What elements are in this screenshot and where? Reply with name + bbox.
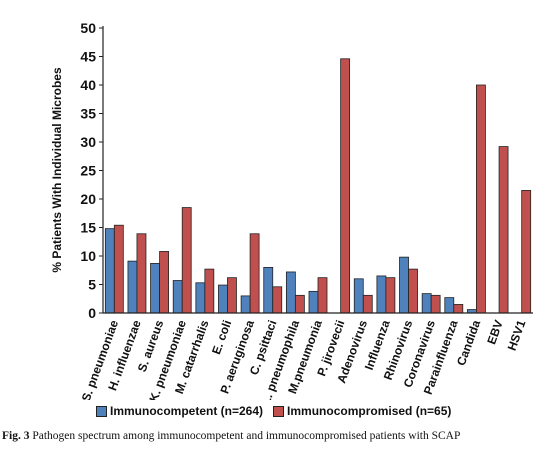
bar-immunocompetent [218,284,228,314]
x-category-label: EBV [484,318,506,346]
bar-immunocompetent [444,297,455,314]
bar-immunocompromised [227,277,237,314]
legend-item-immunocompromised: Immunocompromised (n=65) [273,404,451,418]
y-tick-label: 15 [80,220,96,236]
legend-item-immunocompetent: Immunocompetent (n=264) [96,404,263,418]
y-tick-label: 30 [80,134,96,150]
bar-immunocompetent [263,266,274,314]
bar-immunocompromised [408,268,418,314]
bar-immunocompromised [430,294,441,314]
legend-swatch-immunocompetent [96,405,107,417]
bar-immunocompetent [353,278,364,314]
bar-immunocompromised [136,233,147,314]
bar-immunocompromised [476,84,486,314]
y-tick-label: 35 [80,106,96,122]
bar-immunocompetent [285,271,296,314]
bar-immunocompetent [376,275,387,314]
bar-immunocompetent [399,256,409,314]
bar-immunocompromised [340,58,351,314]
y-tick-label: 20 [80,191,96,207]
x-category-label: E. coli [209,318,234,356]
bar-immunocompromised [113,224,124,314]
bar-immunocompetent [127,260,138,314]
legend-swatch-immunocompromised [273,405,285,417]
bar-immunocompetent [104,228,115,314]
bar-immunocompromised [498,146,509,314]
y-axis-label: % Patients With Individual Microbes [50,67,64,273]
figure-caption-text: Pathogen spectrum among immunocompetent … [32,430,461,442]
y-tick-label: 10 [80,248,96,264]
bars [104,58,532,314]
bar-immunocompromised [317,277,328,314]
y-axis-ticks: 0 5 10 15 20 25 30 35 40 45 50 [80,20,103,321]
bar-immunocompromised [249,233,260,314]
legend: Immunocompetent (n=264) Immunocompromise… [96,404,461,418]
y-tick-label: 40 [80,77,96,93]
bar-immunocompetent [150,263,160,314]
bar-immunocompetent [195,282,206,314]
bar-immunocompromised [204,268,215,314]
bar-immunocompetent [240,295,251,314]
x-category-label: HSV1 [505,318,529,353]
axes [102,26,533,314]
bar-immunocompromised [272,286,283,314]
figure-label: Fig. 3 [2,430,30,442]
bar-immunocompetent [308,290,319,314]
bar-immunocompromised [181,207,192,314]
bar-immunocompetent [421,293,432,314]
figure-caption: Fig. 3 Pathogen spectrum among immunocom… [2,430,542,442]
y-tick-label: 0 [88,305,96,321]
bar-immunocompromised [521,190,532,314]
legend-label-immunocompromised: Immunocompromised (n=65) [287,404,452,418]
y-tick-label: 45 [80,49,96,65]
y-tick-label: 5 [88,277,96,293]
bar-immunocompromised [294,294,305,314]
bar-immunocompromised [385,277,396,314]
bar-immunocompetent [172,280,183,314]
bar-immunocompromised [159,251,169,314]
y-tick-label: 25 [80,163,96,179]
y-tick-label: 50 [80,20,96,36]
legend-label-immunocompetent: Immunocompetent (n=264) [110,404,264,418]
bar-immunocompromised [362,294,373,314]
bar-immunocompromised [453,304,464,314]
